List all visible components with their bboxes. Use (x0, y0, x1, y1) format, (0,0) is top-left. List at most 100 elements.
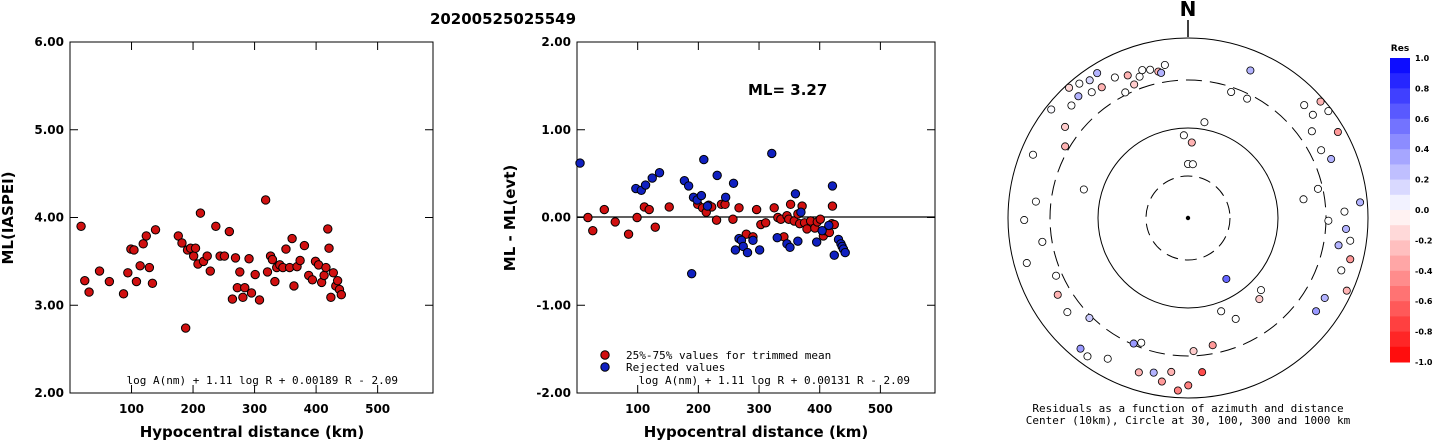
data-point (575, 158, 585, 168)
data-point (748, 235, 758, 246)
y-axis-ticks: -2.00 -1.00 0.00 1.00 2.00 (536, 35, 935, 400)
station-point (1103, 354, 1112, 363)
data-point (224, 226, 235, 237)
data-point (610, 217, 620, 227)
colorbar-cell (1390, 149, 1410, 165)
station-point (1085, 76, 1094, 85)
caption-line-1: Residuals as a function of azimuth and d… (1032, 402, 1343, 415)
station-point (1320, 293, 1329, 302)
ml-value-annotation: ML= 3.27 (748, 81, 827, 99)
data-point (654, 168, 665, 178)
station-point (1137, 338, 1146, 347)
colorbar-cell (1390, 134, 1410, 150)
station-point (1200, 118, 1209, 127)
station-point (1334, 241, 1343, 250)
y-axis-ticks: 2.00 3.00 4.00 5.00 6.00 (34, 35, 433, 400)
data-point (188, 251, 199, 261)
data-point (180, 323, 191, 333)
data-point (728, 214, 738, 224)
data-point (785, 242, 795, 253)
data-point (599, 204, 610, 215)
data-point (583, 212, 593, 223)
data-point (754, 245, 765, 255)
station-point (1189, 347, 1198, 356)
data-point (742, 247, 753, 258)
data-point (647, 173, 657, 183)
data-point (299, 240, 310, 251)
station-point (1083, 352, 1092, 361)
station-point (1184, 381, 1193, 390)
colorbar-cell (1390, 301, 1410, 317)
data-point (730, 245, 741, 255)
station-point (1135, 72, 1144, 81)
station-point (1231, 314, 1240, 323)
x-axis-label: Hypocentral distance (km) (644, 423, 869, 441)
colorbar-cells (1390, 58, 1410, 363)
data-point (326, 292, 336, 303)
station-point (1079, 185, 1088, 194)
colorbar-tick-label: -0.6 (1415, 297, 1433, 306)
data-point (728, 178, 739, 188)
data-point (123, 268, 133, 278)
station-point (1065, 83, 1074, 92)
station-point (1346, 236, 1355, 245)
data-point (287, 233, 297, 244)
data-point (118, 289, 129, 299)
colorbar-cell (1390, 346, 1410, 363)
station-point (1149, 368, 1158, 377)
north-label: N (1180, 0, 1197, 21)
station-point (1160, 60, 1169, 69)
y-axis-label: ML(IASPEI) (0, 171, 17, 264)
data-point (332, 275, 343, 286)
residual-colorbar: Res 1.0 0.8 0.6 0.4 0.2 0.0 -0.2 -0.4 -0.6 -0.8 -1… (1390, 44, 1433, 367)
station-point (1061, 122, 1070, 131)
data-point (244, 254, 254, 264)
residual-vs-distance-chart: 100 200 300 400 500 -2.00 -1.00 0.00 1.00 2.00 M… (501, 35, 936, 441)
data-point (785, 199, 796, 210)
station-point (1052, 271, 1061, 280)
colorbar-cell (1390, 240, 1410, 257)
page-title: 20200525025549 (430, 10, 576, 28)
station-point (1317, 146, 1326, 155)
legend-marker-rejected (600, 362, 610, 372)
colorbar-tick-label: 0.6 (1415, 115, 1430, 124)
y-tick-label: 1.00 (541, 123, 571, 137)
station-points (1020, 60, 1365, 395)
station-point (1299, 195, 1308, 204)
y-tick-label: -2.00 (536, 386, 571, 400)
x-tick-label: 500 (868, 402, 893, 416)
colorbar-tick-label: -0.8 (1415, 328, 1433, 337)
station-point (1243, 94, 1252, 103)
data-point (686, 268, 697, 279)
data-point (712, 170, 722, 181)
data-point (711, 215, 722, 225)
data-point (840, 247, 850, 258)
circle-1000km (1007, 37, 1369, 399)
x-tick-label: 100 (119, 402, 144, 416)
data-point (262, 267, 273, 277)
station-point (1063, 308, 1072, 317)
colorbar-tick-label: -0.4 (1415, 267, 1433, 276)
x-tick-label: 400 (807, 402, 832, 416)
colorbar-cell (1390, 194, 1410, 211)
data-point (238, 292, 248, 303)
station-point (1130, 80, 1139, 89)
data-point (84, 287, 94, 297)
colorbar-cell (1390, 179, 1410, 196)
data-point (827, 181, 838, 191)
data-point (205, 266, 215, 276)
legend-label-rejected: Rejected values (626, 361, 725, 374)
data-point (751, 204, 762, 215)
station-point (1356, 198, 1365, 207)
station-point (1138, 66, 1147, 75)
colorbar-cell (1390, 58, 1410, 74)
x-tick-label: 300 (747, 402, 772, 416)
colorbar-tick-label: 1.0 (1415, 54, 1430, 63)
data-point (588, 225, 598, 236)
station-point (1075, 79, 1084, 88)
colorbar-cell (1390, 73, 1410, 89)
data-point (150, 225, 161, 235)
colorbar-cell (1390, 164, 1410, 181)
station-point (1308, 110, 1317, 119)
data-point (190, 243, 201, 253)
